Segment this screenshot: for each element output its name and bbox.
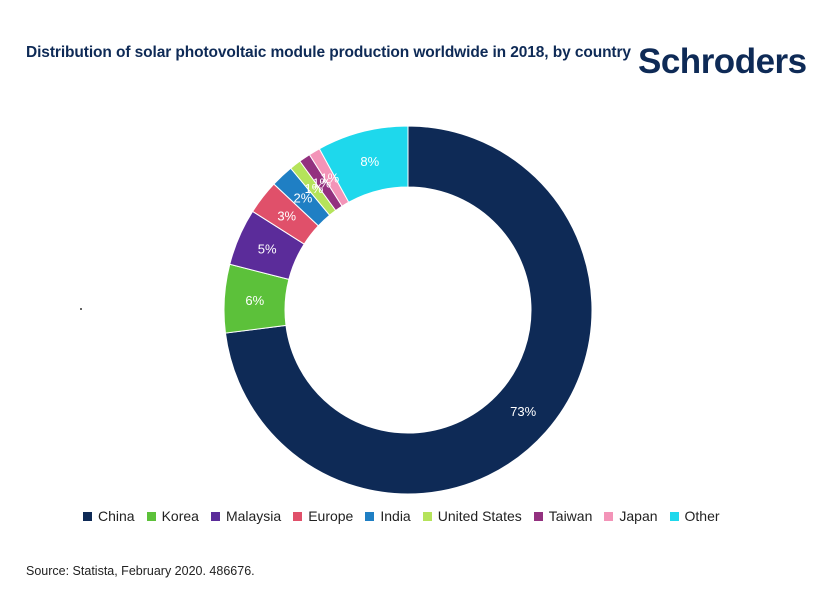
slice-label-china: 73% xyxy=(510,404,536,419)
legend-swatch xyxy=(365,511,375,521)
legend-swatch xyxy=(146,511,156,521)
donut-chart: 73%6%5%3%2%1%1%1%8% xyxy=(223,125,593,495)
slice-label-europe: 3% xyxy=(277,208,296,223)
chart-title: Distribution of solar photovoltaic modul… xyxy=(26,44,631,61)
schroders-logo: Schroders xyxy=(638,42,807,81)
legend-swatch xyxy=(293,511,303,521)
legend-item-other: Other xyxy=(669,508,720,524)
legend-swatch xyxy=(669,511,679,521)
source-note: Source: Statista, February 2020. 486676. xyxy=(26,564,255,578)
stray-dot xyxy=(80,308,82,310)
legend-label: United States xyxy=(437,508,522,524)
legend-item-europe: Europe xyxy=(293,508,353,524)
legend-label: China xyxy=(98,508,135,524)
legend-item-india: India xyxy=(365,508,411,524)
slices-group xyxy=(223,125,593,495)
legend-label: Europe xyxy=(308,508,354,524)
slice-label-taiwan: 1% xyxy=(312,176,331,191)
legend-item-united-states: United States xyxy=(422,508,522,524)
legend-item-china: China xyxy=(83,508,135,524)
slice-label-korea: 6% xyxy=(245,293,264,308)
legend-label: Japan xyxy=(619,508,658,524)
slice-label-other: 8% xyxy=(360,154,379,169)
legend-swatch xyxy=(422,511,432,521)
legend: China Korea Malaysia Europe India United Stat… xyxy=(83,508,720,524)
slice-china xyxy=(224,125,593,495)
slice-label-united-states: 1% xyxy=(305,181,324,196)
legend-item-korea: Korea xyxy=(146,508,199,524)
slice-other xyxy=(318,125,409,203)
legend-label: Korea xyxy=(161,508,199,524)
legend-swatch xyxy=(604,511,614,521)
legend-swatch xyxy=(83,511,92,521)
slice-label-japan: 1% xyxy=(320,170,339,185)
slice-labels-group: 73%6%5%3%2%1%1%1%8% xyxy=(245,154,536,419)
slice-label-india: 2% xyxy=(294,191,313,206)
legend-swatch xyxy=(210,511,220,521)
legend-item-japan: Japan xyxy=(604,508,658,524)
legend-item-taiwan: Taiwan xyxy=(533,508,593,524)
slice-label-malaysia: 5% xyxy=(258,242,277,257)
legend-swatch xyxy=(533,511,543,521)
legend-label: India xyxy=(380,508,411,524)
legend-label: Taiwan xyxy=(548,508,593,524)
legend-label: Malaysia xyxy=(225,508,282,524)
legend-label: Other xyxy=(684,508,720,524)
legend-item-malaysia: Malaysia xyxy=(210,508,282,524)
